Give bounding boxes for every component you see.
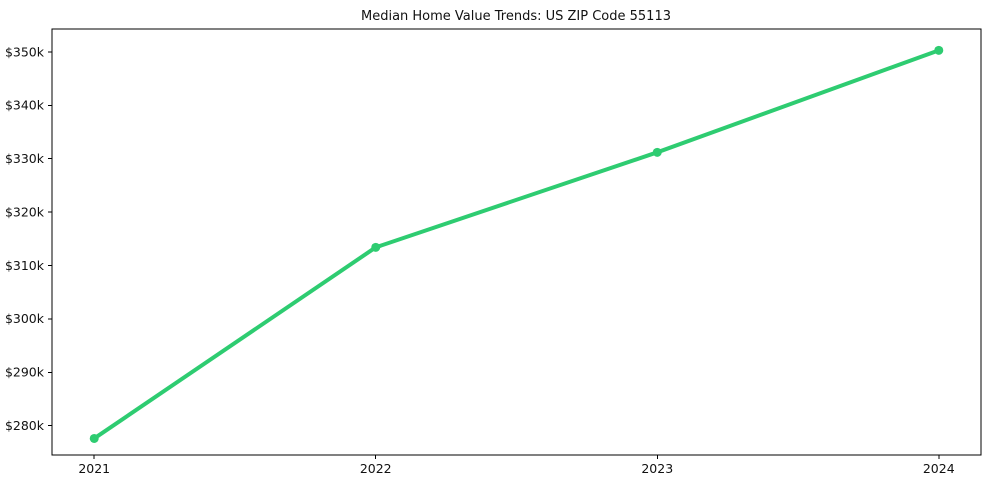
data-point [371,242,381,252]
plot-area-border [51,28,982,456]
chart-title: Median Home Value Trends: US ZIP Code 55… [361,9,671,24]
y-tick-label: $290k [5,365,45,380]
chart-content: $280k $290k $300k $310k $320k $330k $340k $350k… [5,44,955,476]
y-tick-label: $320k [5,204,45,219]
x-tick-label: 2021 [78,461,110,476]
y-tick-label: $340k [5,98,45,113]
data-point [934,45,944,55]
data-point [89,433,99,443]
y-tick-label: $330k [5,151,45,166]
trend-line [92,48,941,441]
y-tick-label: $310k [5,258,45,273]
x-tick-label: 2024 [923,461,955,476]
x-tick-label: 2022 [360,461,392,476]
y-tick-label: $350k [5,44,45,59]
x-tick-label: 2023 [641,461,673,476]
y-tick-label: $300k [5,311,45,326]
y-tick-label: $280k [5,418,45,433]
data-point [652,147,662,157]
